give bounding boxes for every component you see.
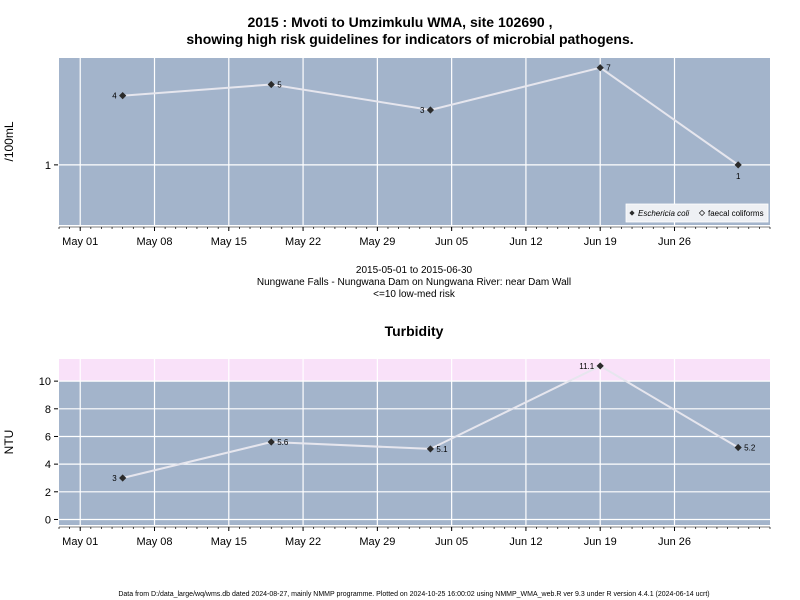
data-label: 5 <box>277 80 282 89</box>
data-point <box>426 445 435 453</box>
data-point <box>119 474 127 482</box>
data-point <box>267 80 275 89</box>
x-tick-label: Jun 26 <box>658 536 691 548</box>
data-point <box>596 64 604 72</box>
x-tick-label: Jun 19 <box>584 536 617 548</box>
x-tick-label: May 29 <box>359 536 395 548</box>
y-tick-label: 0 <box>45 514 51 526</box>
y-tick-label: 10 <box>39 376 51 388</box>
chart-title-line2: showing high risk guidelines for indicat… <box>186 31 633 47</box>
y-axis-label: NTU <box>2 430 16 455</box>
x-tick-label: Jun 05 <box>435 236 468 248</box>
x-tick-label: May 22 <box>285 236 321 248</box>
x-tick-label: Jun 12 <box>509 236 542 248</box>
data-point <box>119 92 127 100</box>
plot-background <box>59 58 770 225</box>
data-point <box>734 161 742 169</box>
ecoli-panel: May 01 May 08 May 15 May 22 May 29 Jun 05 Jun … <box>2 58 771 248</box>
x-tick-label: Jun 19 <box>584 236 617 248</box>
chart-title-line1: 2015 : Mvoti to Umzimkulu WMA, site 1026… <box>248 14 553 30</box>
x-tick-label: May 01 <box>62 536 98 548</box>
y-tick-label: 8 <box>45 404 51 416</box>
x-tick-label: May 08 <box>136 536 172 548</box>
data-point <box>734 443 742 452</box>
plot-background <box>59 359 770 525</box>
legend-label: Eschericia coli <box>638 209 689 218</box>
risk-note-subtitle: <=10 low-med risk <box>373 289 456 300</box>
y-tick-label: 2 <box>45 487 51 499</box>
y-axis-label: /100mL <box>2 121 16 161</box>
legend-marker <box>629 210 635 216</box>
x-tick-label: May 08 <box>136 236 172 248</box>
x-tick-label: May 15 <box>211 536 247 548</box>
x-tick-label: May 15 <box>211 236 247 248</box>
legend-box <box>625 203 769 223</box>
data-point <box>267 438 275 446</box>
x-tick-label: Jun 12 <box>509 536 542 548</box>
data-label: 3 <box>420 106 425 115</box>
data-label: 3 <box>112 474 117 483</box>
data-label: 4 <box>112 92 117 101</box>
data-label: 5.2 <box>744 444 756 453</box>
y-tick-label: 6 <box>45 431 51 443</box>
x-tick-label: May 22 <box>285 536 321 548</box>
x-tick-label: May 01 <box>62 236 98 248</box>
data-point <box>596 362 604 370</box>
data-point <box>426 106 435 114</box>
x-tick-label: Jun 26 <box>658 236 691 248</box>
legend-label: faecal coliforms <box>708 209 764 218</box>
data-label: 11.1 <box>579 362 595 371</box>
x-tick-label: May 29 <box>359 236 395 248</box>
high-risk-band <box>59 359 770 382</box>
footer-note: Data from D:/data_large/wq/wms.db dated … <box>118 591 709 598</box>
site-description-subtitle: Nungwane Falls - Nungwana Dam on Nungwan… <box>257 277 571 288</box>
date-range-subtitle: 2015-05-01 to 2015-06-30 <box>356 265 473 276</box>
y-tick-label: 4 <box>45 459 51 471</box>
legend-marker <box>698 209 706 217</box>
data-label: 7 <box>606 64 611 73</box>
data-label: 1 <box>736 172 741 181</box>
y-tick-label: 1 <box>45 160 51 172</box>
turbidity-title: Turbidity <box>385 323 444 339</box>
turbidity-panel: May 01 May 08 May 15 May 22 May 29 Jun 05 Jun … <box>2 359 771 548</box>
data-label: 5.1 <box>436 445 448 454</box>
x-tick-label: Jun 05 <box>435 536 468 548</box>
data-label: 5.6 <box>277 438 289 447</box>
